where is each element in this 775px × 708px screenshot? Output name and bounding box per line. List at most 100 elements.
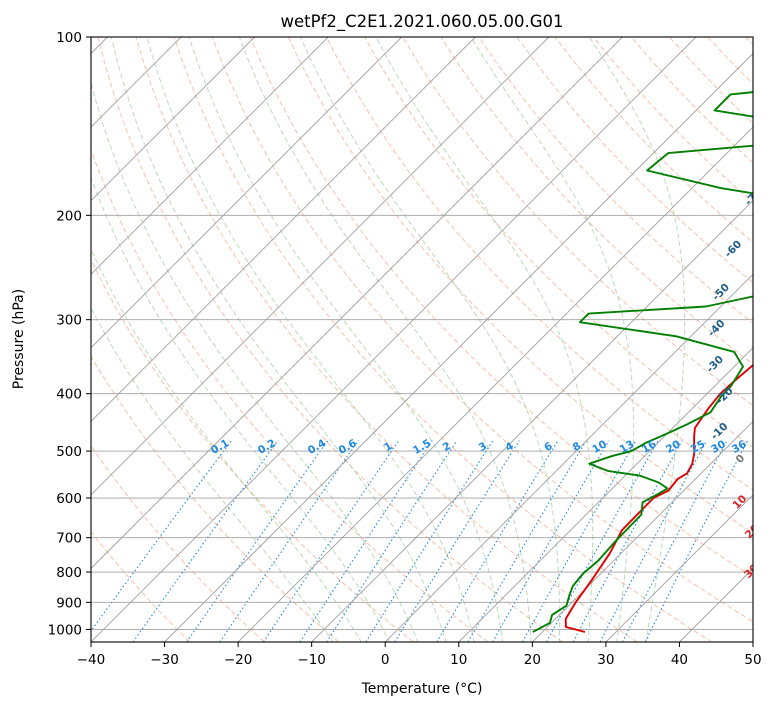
- temperature-profile: [564, 363, 753, 633]
- mixing-ratio-label: 10: [590, 438, 609, 456]
- mixing-ratio-label: 1.5: [411, 437, 433, 457]
- dry-adiabat: [440, 37, 753, 365]
- isotherm: [752, 641, 753, 642]
- moist-adiabat: [110, 37, 447, 642]
- x-tick-label: 0: [381, 652, 390, 668]
- moist-adiabat: [188, 37, 504, 642]
- dry-adiabat-label: 30: [742, 562, 761, 581]
- mixing-ratio-label: 2: [441, 440, 453, 454]
- dewpoint-profile: [532, 91, 753, 633]
- y-tick-label: 600: [56, 491, 82, 507]
- y-tick-label: 1000: [48, 622, 82, 638]
- mixing-ratio-line: [467, 440, 587, 642]
- mixing-ratio-line: [546, 440, 659, 642]
- mixing-ratio-line: [492, 440, 610, 642]
- mixing-ratio-label: 30: [709, 438, 728, 456]
- dry-adiabat-label: 40: [751, 595, 770, 614]
- y-axis-label: Pressure (hPa): [11, 289, 27, 389]
- dry-adiabat: [554, 37, 753, 244]
- isotherm: [532, 420, 753, 642]
- mixing-ratio-line: [572, 440, 683, 642]
- mixing-ratio-line: [644, 440, 749, 642]
- x-tick-label: 10: [450, 652, 467, 668]
- isotherm: [91, 37, 697, 642]
- y-tick-label: 100: [56, 30, 82, 46]
- moist-adiabat: [300, 37, 561, 642]
- isotherm: [164, 52, 753, 642]
- mixing-ratio-line: [91, 440, 232, 632]
- y-tick-label: 900: [56, 595, 82, 611]
- mixing-ratio-line: [132, 440, 279, 642]
- mixing-ratio-label: 3: [477, 440, 489, 454]
- mixing-ratio-line: [365, 440, 494, 642]
- dry-adiabat: [135, 37, 638, 642]
- dry-adiabat: [707, 37, 753, 85]
- isotherm: [384, 273, 753, 642]
- dry-adiabat-label: 20: [743, 522, 762, 541]
- mixing-ratio-line: [326, 440, 458, 642]
- x-tick-label: −10: [297, 652, 326, 668]
- x-tick-label: −40: [77, 652, 106, 668]
- dry-adiabat: [91, 355, 340, 642]
- mixing-ratio-label: 0.1: [209, 437, 231, 457]
- moist-adiabat-label: -40: [706, 318, 728, 340]
- isotherm: [605, 494, 753, 642]
- plot-frame: [90, 36, 754, 643]
- dry-adiabat: [91, 445, 265, 642]
- moist-adiabat-label: -60: [722, 238, 744, 260]
- moist-adiabat: [91, 248, 362, 642]
- mixing-ratio-line: [522, 440, 637, 642]
- axes: −40 −30 −20 −10 0 10 20 30 40 5010020030040050060…: [48, 30, 762, 668]
- mixing-ratio-line: [622, 440, 728, 642]
- moist-adiabat-label: -30: [704, 354, 726, 376]
- series-layer: [532, 91, 753, 633]
- mixing-ratio-label: 0.2: [256, 437, 278, 457]
- y-tick-label: 300: [56, 313, 82, 329]
- x-tick-label: 30: [597, 652, 614, 668]
- chart-title: wetPf2_C2E1.2021.060.05.00.G01: [280, 12, 563, 32]
- isotherm: [91, 37, 255, 202]
- mixing-ratio-label: 36: [730, 438, 749, 456]
- moist-adiabat: [91, 176, 391, 642]
- mixing-ratio-label: 4: [503, 440, 515, 454]
- dry-adiabat: [402, 37, 753, 407]
- mixing-ratio-label: 25: [689, 438, 708, 456]
- dry-adiabat: [91, 258, 414, 642]
- x-axis-label: Temperature (°C): [361, 681, 483, 697]
- isotherm: [679, 567, 753, 642]
- dry-adiabat: [249, 37, 753, 578]
- dry-adiabat: [326, 37, 753, 491]
- isotherm: [311, 200, 753, 642]
- mixing-ratio-line: [436, 440, 559, 642]
- isotherm: [91, 37, 623, 570]
- moist-adiabat: [470, 37, 635, 642]
- mixing-ratio-line: [299, 440, 433, 642]
- x-tick-label: −20: [224, 652, 253, 668]
- mixing-ratio-label: 6: [542, 440, 554, 454]
- dry-adiabat-label: 10: [731, 493, 750, 512]
- x-tick-label: −30: [150, 652, 179, 668]
- dry-adiabat: [211, 37, 753, 623]
- x-tick-label: 40: [671, 652, 688, 668]
- y-tick-label: 700: [56, 531, 82, 547]
- mixing-ratio-label: 8: [571, 440, 583, 454]
- mixing-ratio-label: 0.4: [306, 437, 328, 457]
- dry-adiabat: [91, 148, 489, 642]
- mixing-ratio-label: 16: [640, 438, 659, 456]
- x-tick-label: 20: [524, 652, 541, 668]
- isoline-labels: -100-90-80-70-60-50-40-30-20-10010203040…: [209, 186, 770, 614]
- mixing-ratio-label: 20: [664, 438, 683, 456]
- moist-adiabat: [91, 307, 334, 642]
- y-tick-label: 800: [56, 565, 82, 581]
- dry-adiabat: [745, 37, 753, 46]
- moist-adiabat: [375, 37, 594, 642]
- pressure-gridlines: [91, 37, 753, 630]
- isotherm: [91, 37, 476, 422]
- moist-adiabat: [146, 37, 475, 642]
- moist-adiabat: [588, 37, 686, 642]
- y-tick-label: 500: [56, 444, 82, 460]
- dry-adiabat: [97, 37, 563, 642]
- mixing-ratio-line: [263, 440, 400, 642]
- mixing-ratio-line: [219, 440, 359, 642]
